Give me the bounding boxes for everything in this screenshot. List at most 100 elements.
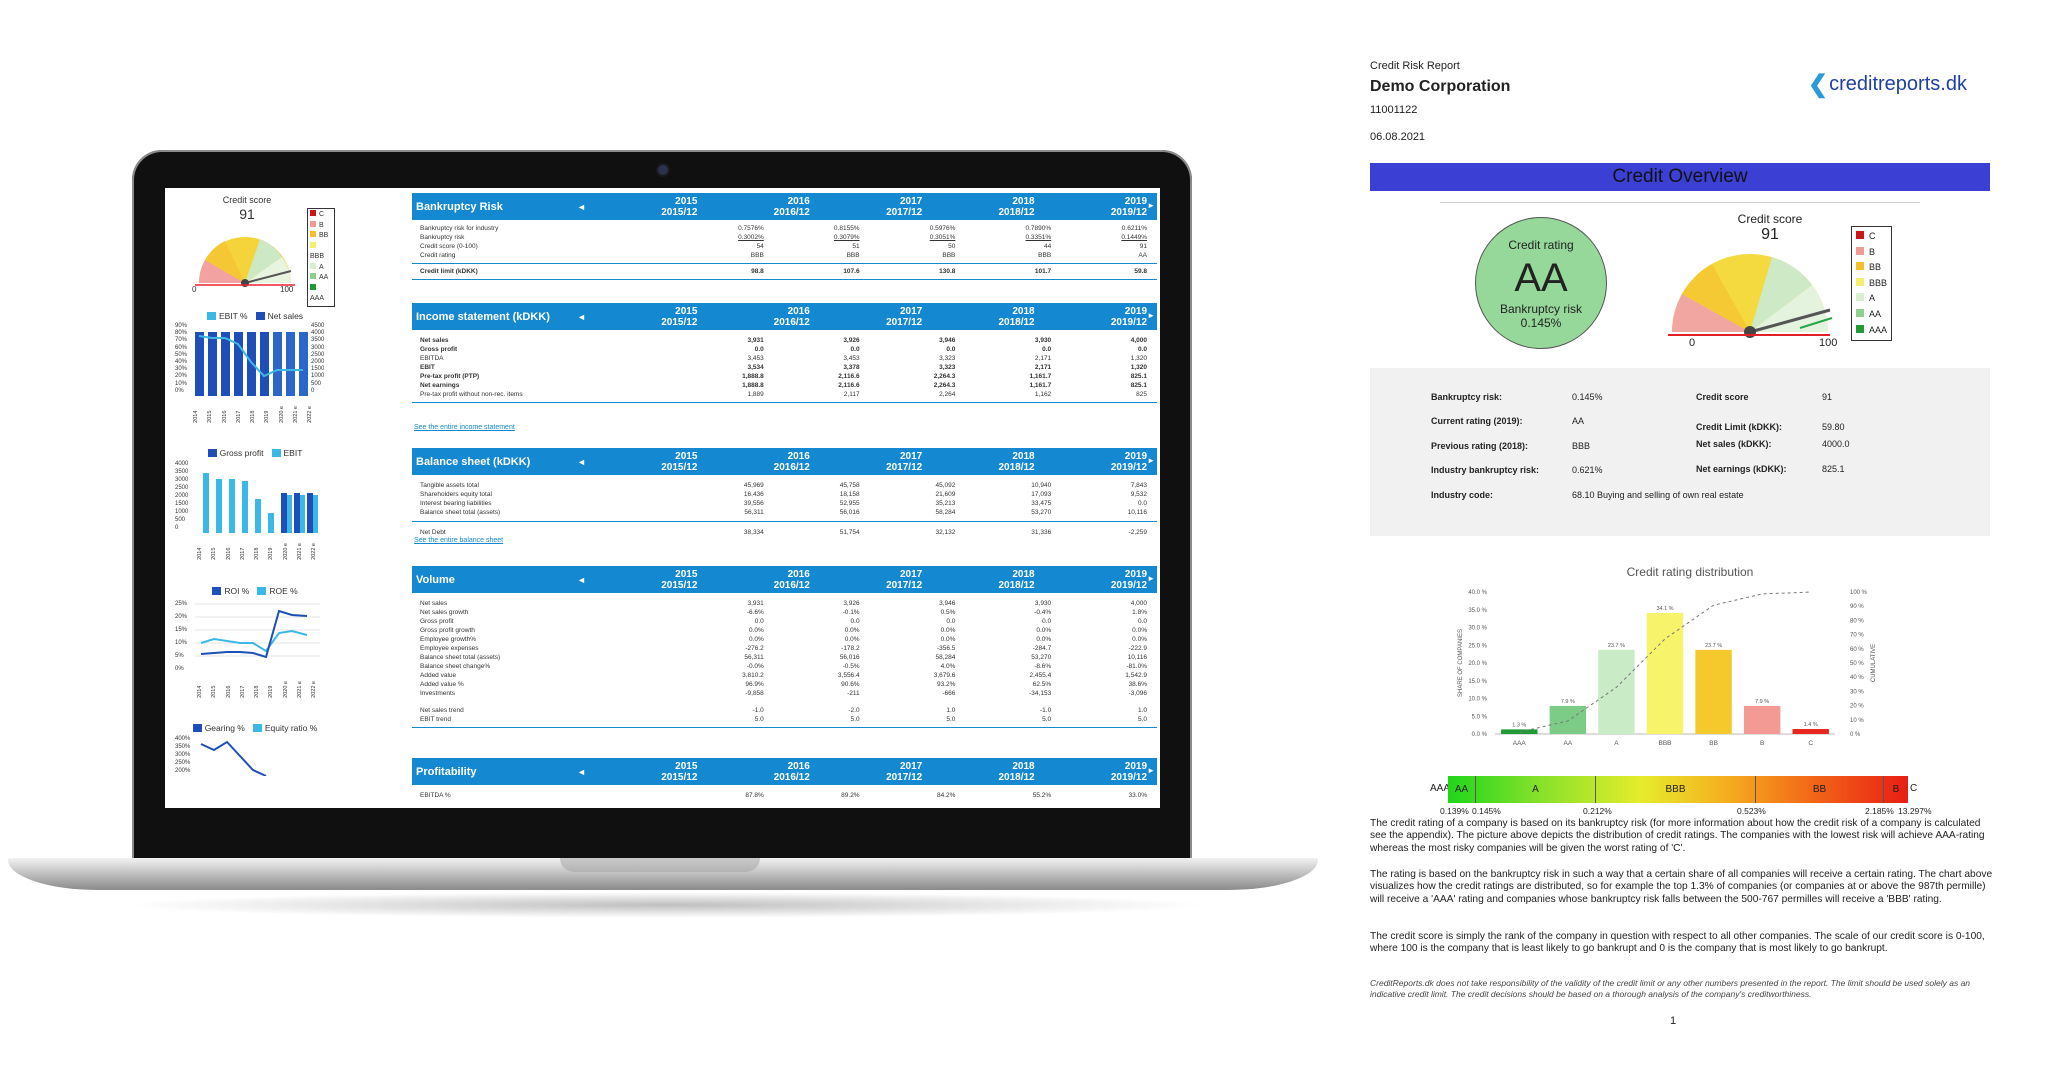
report-doc-type: Credit Risk Report bbox=[1370, 60, 1460, 72]
y2-tick-label: 100 % bbox=[1850, 590, 1868, 596]
row-value: -81.0% bbox=[1126, 663, 1147, 670]
row-value: 1,161.7 bbox=[1029, 382, 1052, 389]
row-value: 45,092 bbox=[935, 482, 956, 489]
row-value: 0.7890% bbox=[1025, 225, 1052, 232]
next-arrow-icon[interactable]: ► bbox=[1147, 201, 1155, 210]
screen-chart3-plot bbox=[195, 603, 320, 659]
screen-chart3-x: 2014 2015 2016 2017 2018 2019 2020 e 2021 e 2022… bbox=[197, 681, 317, 698]
prev-arrow-icon[interactable]: ◄ bbox=[577, 766, 586, 777]
income-statement-link[interactable]: See the entire income statement bbox=[414, 424, 515, 431]
row-value: 56,016 bbox=[839, 509, 860, 516]
row-value: 4.0% bbox=[940, 663, 956, 670]
prev-arrow-icon[interactable]: ◄ bbox=[577, 574, 586, 585]
prev-arrow-icon[interactable]: ◄ bbox=[577, 201, 586, 212]
row-value: 2,117 bbox=[843, 391, 860, 398]
table-row: Credit rating BBB BBB BBB BBB AA bbox=[412, 251, 1157, 260]
table-header: Income statement (kDKK) ◄ 2015 2015/12 201… bbox=[412, 303, 1157, 330]
row-value: 31,336 bbox=[1031, 529, 1052, 536]
row-value: 0.0% bbox=[844, 636, 860, 643]
table-row: Credit limit (kDKK) 98.8 107.6 130.8 101.7 59… bbox=[412, 267, 1157, 276]
row-value: 7,843 bbox=[1130, 482, 1147, 489]
row-value: 3,930 bbox=[1034, 337, 1052, 344]
paragraph-1: The credit rating of a company is based … bbox=[1370, 818, 1985, 854]
row-value: 3,679.6 bbox=[933, 672, 956, 679]
table-row: Net earnings 1,888.8 2,116.6 2,264.3 1,161.7… bbox=[412, 381, 1157, 390]
row-value: -2,259 bbox=[1128, 529, 1147, 536]
row-label: Shareholders equity total bbox=[420, 491, 492, 498]
row-value: 58,284 bbox=[935, 509, 956, 516]
row-value: 44 bbox=[1043, 243, 1052, 250]
next-arrow-icon[interactable]: ► bbox=[1147, 456, 1155, 465]
row-label: Net sales bbox=[420, 337, 449, 344]
row-value: -0.1% bbox=[842, 609, 860, 616]
row-label: Net sales trend bbox=[420, 707, 464, 714]
next-arrow-icon[interactable]: ► bbox=[1147, 311, 1155, 320]
table-balance-sheet: Balance sheet (kDKK) ◄ 2015 2015/12 2016 20… bbox=[412, 448, 1157, 547]
table-row: Added value 3,810.2 3,556.4 3,679.6 2,455.4 1… bbox=[412, 671, 1157, 680]
y2-tick-label: 50 % bbox=[1850, 661, 1864, 667]
screen-gauge-title: Credit score bbox=[222, 195, 272, 205]
row-value: 3,931 bbox=[747, 337, 764, 344]
y2-axis-label: CUMULATIVE bbox=[1871, 644, 1877, 682]
row-value: 5.0 bbox=[1042, 716, 1052, 723]
next-arrow-icon[interactable]: ► bbox=[1147, 766, 1155, 775]
bar-value-label: 34.1 % bbox=[1656, 606, 1673, 612]
next-arrow-icon[interactable]: ► bbox=[1147, 574, 1155, 583]
row-value: 107.6 bbox=[843, 268, 860, 275]
row-value: BBB bbox=[750, 252, 764, 259]
row-value: 3,378 bbox=[843, 364, 860, 371]
bar-value-label: 23.7 % bbox=[1705, 643, 1722, 649]
row-value: 2,171 bbox=[1034, 364, 1052, 371]
prev-arrow-icon[interactable]: ◄ bbox=[577, 311, 586, 322]
x-tick-label: AAA bbox=[1513, 740, 1527, 747]
screen-chart1-yleft: 90% 80% 70% 60% 50% 40% 30% 20% 10% 0% bbox=[175, 323, 188, 394]
row-value: 0.3079% bbox=[833, 234, 860, 241]
table-row: Bankruptcy risk for industry 0.7576% 0.815… bbox=[412, 224, 1157, 233]
x-tick-label: BBB bbox=[1658, 740, 1671, 747]
screen-gauge: Credit score 91 0 100 C B BB bbox=[175, 193, 335, 308]
row-value: 21,609 bbox=[935, 491, 956, 498]
bar-bb bbox=[1695, 649, 1732, 734]
row-value: 0.0 bbox=[1042, 346, 1052, 353]
y-axis-label: SHARE OF COMPANIES bbox=[1458, 629, 1464, 697]
screen-chart-gearing-equity: Gearing % Equity ratio % 400% 350% 300% 250%… bbox=[175, 723, 335, 808]
row-value: 0.0% bbox=[940, 636, 956, 643]
row-label: Credit score (0-100) bbox=[420, 243, 478, 250]
row-value: 0.0 bbox=[1137, 618, 1147, 625]
row-value: 0.0 bbox=[946, 346, 956, 353]
paragraph-2: The rating is based on the bankruptcy ri… bbox=[1370, 869, 1993, 905]
row-label: Credit limit (kDKK) bbox=[420, 268, 478, 275]
row-value: 87.8% bbox=[745, 792, 764, 799]
row-value: -0.0% bbox=[746, 663, 764, 670]
screen-chart1-plot bbox=[195, 332, 308, 396]
bar-value-label: 23.7 % bbox=[1608, 643, 1625, 649]
row-value: 0.8155% bbox=[833, 225, 860, 232]
row-value: 1.0 bbox=[1137, 707, 1147, 714]
row-value: -34,153 bbox=[1029, 690, 1052, 697]
screen-chart2-x: 2014 2015 2016 2017 2018 2019 2020 e 2021 e 2022… bbox=[197, 543, 317, 560]
screen-chart2-plot bbox=[203, 473, 318, 533]
prev-arrow-icon[interactable]: ◄ bbox=[577, 456, 586, 467]
row-value: 101.7 bbox=[1034, 268, 1052, 275]
row-value: 0.0 bbox=[1042, 618, 1052, 625]
row-value: 2,116.6 bbox=[838, 382, 860, 389]
x-tick-label: A bbox=[1614, 740, 1619, 747]
scale-left-label: AAA bbox=[1430, 783, 1451, 794]
y-tick-label: 0.0 % bbox=[1472, 732, 1488, 738]
row-value: -9,858 bbox=[745, 690, 764, 697]
laptop-shadow bbox=[120, 892, 1210, 918]
balance-sheet-link[interactable]: See the entire balance sheet bbox=[414, 537, 504, 544]
row-value: 0.5976% bbox=[929, 225, 956, 232]
table-profitability: Profitability ◄ 2015 2015/12 2016 2016/12 2… bbox=[412, 758, 1157, 800]
row-value: 39,556 bbox=[743, 500, 764, 507]
row-value: 825.1 bbox=[1130, 373, 1147, 380]
y2-tick-label: 0 % bbox=[1850, 732, 1861, 738]
laptop-screen: Credit score 91 0 100 C B BB bbox=[165, 188, 1160, 808]
table-volume: Volume ◄ 2015 2015/12 2016 2016/12 2017 2017… bbox=[412, 566, 1157, 728]
table-row: Net Debt 38,334 51,754 32,132 31,336 -2,259 bbox=[412, 528, 1157, 537]
row-value: 54 bbox=[756, 243, 764, 250]
row-value: 825 bbox=[1136, 391, 1147, 398]
y-tick-label: 10.0 % bbox=[1468, 697, 1487, 703]
table-row: Net sales growth -6.6% -0.1% 0.5% -0.4% 1.8% bbox=[412, 608, 1157, 617]
disclaimer: CreditReports.dk does not take responsib… bbox=[1370, 978, 1971, 999]
